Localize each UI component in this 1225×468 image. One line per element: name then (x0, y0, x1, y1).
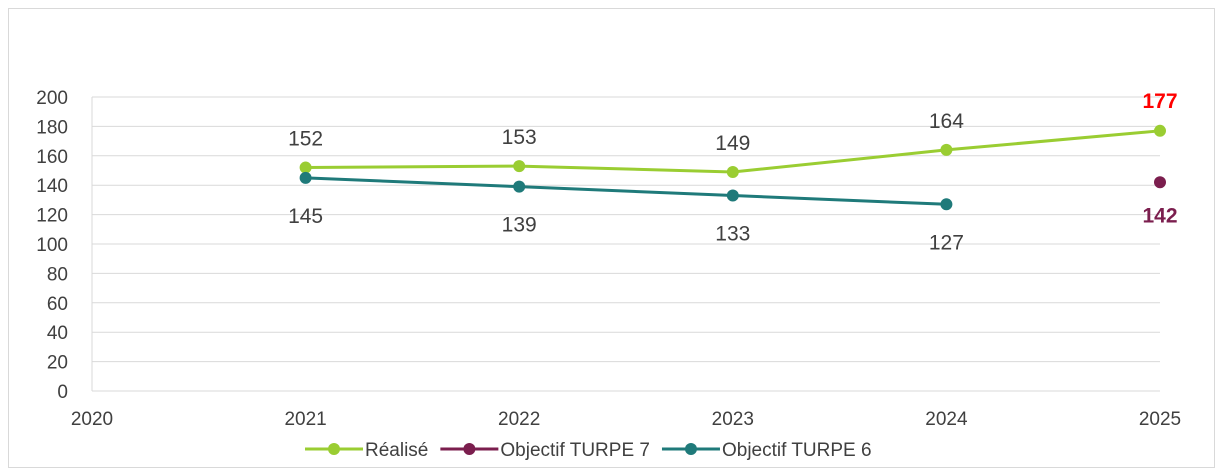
data-label-realise-2021: 152 (288, 128, 323, 151)
legend-label-realise: Réalisé (365, 440, 428, 461)
data-label-realise-2022: 153 (502, 126, 537, 149)
legend-swatch-marker-objectif-turpe-7 (463, 443, 476, 455)
point-realise-2023 (726, 165, 739, 178)
x-tick-label-2021: 2021 (284, 409, 326, 430)
data-label-realise-2023: 149 (715, 132, 750, 155)
y-tick-label-180: 180 (36, 117, 68, 138)
data-label-objectif-turpe-7-2025: 142 (1142, 204, 1177, 227)
legend-item-objectif-turpe-6: Objectif TURPE 6 (661, 440, 872, 461)
x-tick-label-2024: 2024 (925, 409, 968, 430)
legend-item-realise: Réalisé (305, 440, 428, 461)
y-tick-label-100: 100 (36, 235, 68, 256)
point-realise-2025 (1154, 124, 1166, 137)
data-label-objectif-turpe-6-2023: 133 (715, 222, 750, 245)
data-label-objectif-turpe-6-2024: 127 (929, 231, 964, 254)
y-tick-label-200: 200 (36, 88, 68, 109)
data-label-objectif-turpe-6-2021: 145 (288, 205, 323, 228)
data-label-objectif-turpe-6-2022: 139 (502, 214, 537, 237)
point-objectif-turpe-6-2022 (513, 180, 526, 193)
x-tick-label-2023: 2023 (712, 409, 754, 430)
legend-swatch-marker-objectif-turpe-6 (684, 443, 697, 455)
point-objectif-turpe-6-2024 (940, 198, 953, 211)
x-tick-label-2020: 2020 (71, 409, 113, 430)
y-tick-label-140: 140 (36, 176, 68, 197)
data-label-realise-2025: 177 (1142, 90, 1177, 113)
y-tick-label-80: 80 (47, 264, 68, 285)
point-objectif-turpe-6-2023 (726, 189, 739, 202)
point-realise-2021 (299, 161, 312, 174)
y-tick-label-60: 60 (47, 294, 68, 315)
point-realise-2022 (513, 160, 526, 173)
gridlines (92, 96, 1160, 392)
point-realise-2024 (940, 143, 953, 156)
y-tick-label-40: 40 (47, 323, 68, 344)
legend-swatch-marker-realise (328, 443, 340, 455)
y-tick-label-120: 120 (36, 206, 68, 227)
x-axis: 2020 2021 2022 2023 2024 2025 (71, 409, 1181, 430)
y-tick-label-0: 0 (57, 382, 68, 403)
series-line-objectif-turpe-6 (305, 176, 947, 206)
y-tick-label-160: 160 (36, 147, 68, 168)
x-tick-label-2025: 2025 (1139, 409, 1181, 430)
point-objectif-turpe-6-2021 (299, 171, 312, 184)
point-objectif-turpe-7-2025 (1154, 176, 1166, 189)
y-axis: 0 20 40 60 80 100 120 140 160 180 200 (36, 88, 93, 403)
legend-item-objectif-turpe-7: Objectif TURPE 7 (440, 440, 650, 461)
legend: Réalisé Objectif TURPE 7 Objectif TURPE 6 (305, 440, 872, 461)
data-labels: 152 153 149 164 177 142 145 139 133 127 (288, 90, 1177, 255)
series-layer (299, 124, 1166, 211)
legend-label-objectif-turpe-6: Objectif TURPE 6 (722, 440, 872, 461)
y-tick-label-20: 20 (47, 353, 68, 374)
x-tick-label-2022: 2022 (498, 409, 540, 430)
data-label-realise-2024: 164 (929, 110, 964, 133)
legend-label-objectif-turpe-7: Objectif TURPE 7 (500, 440, 650, 461)
